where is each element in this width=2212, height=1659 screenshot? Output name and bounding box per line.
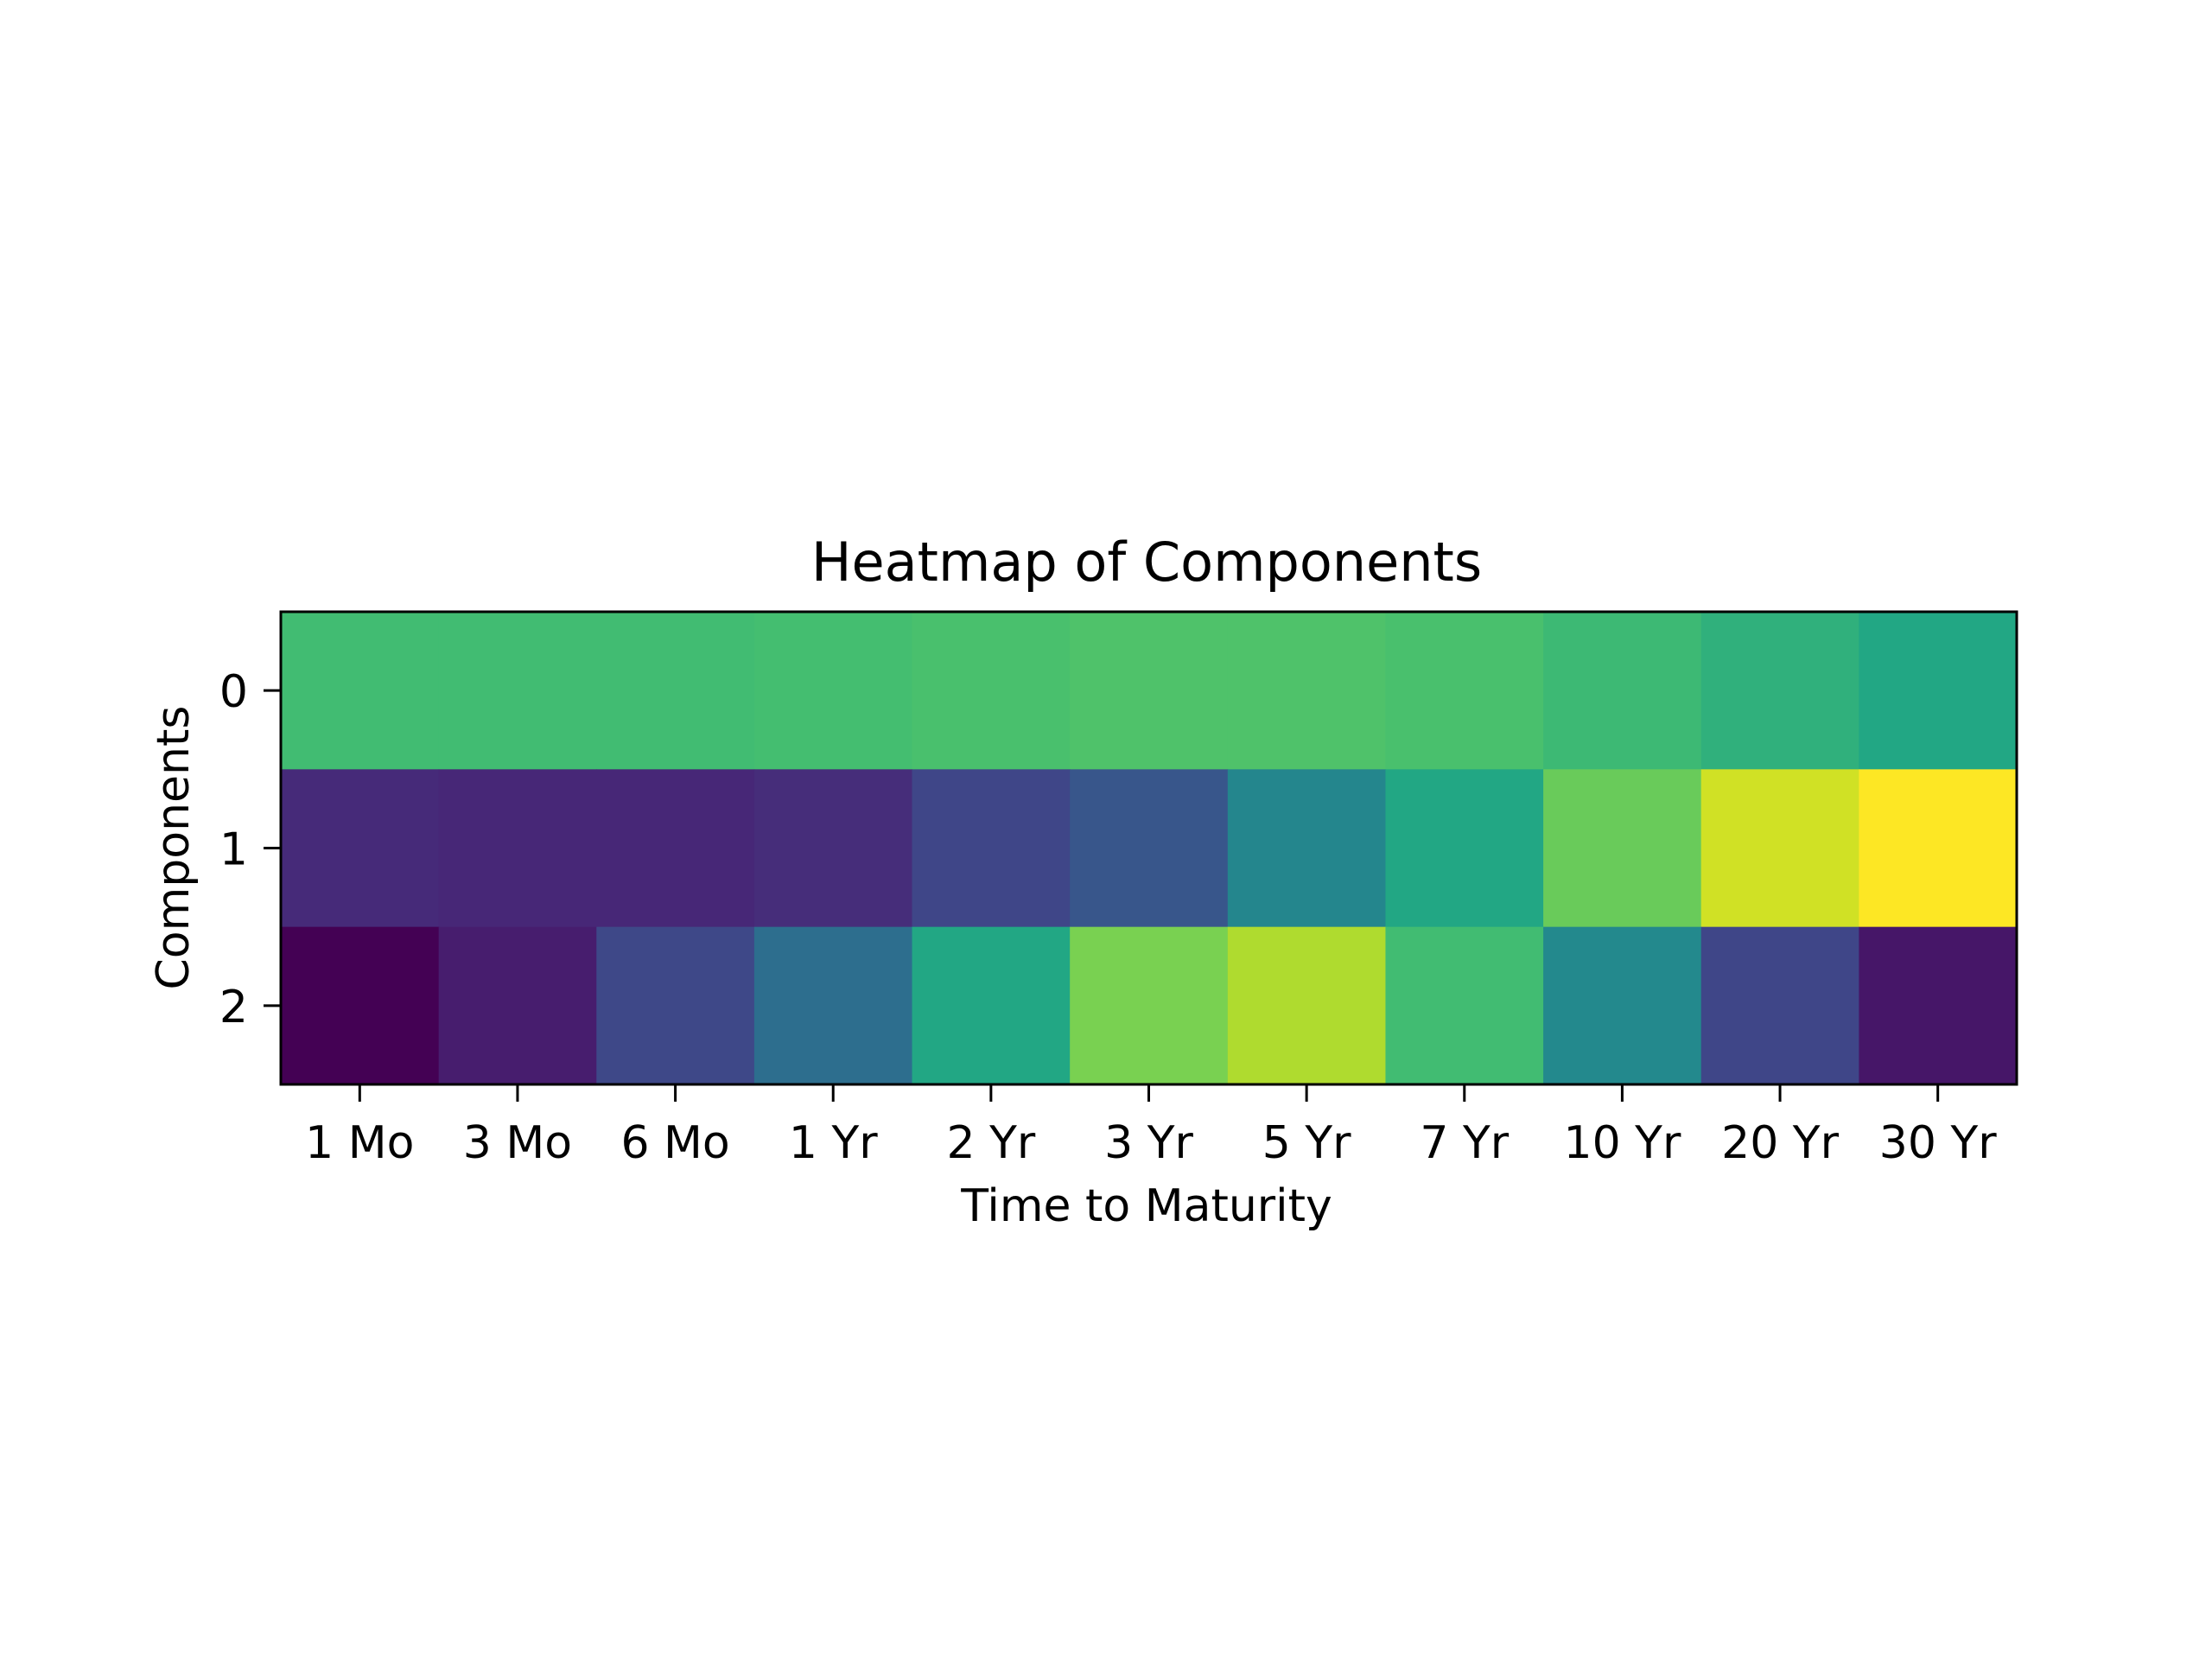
x-tick-label: 3 Yr [1104,1117,1193,1169]
heatmap-cells [281,612,2018,1085]
chart-title: Heatmap of Components [811,531,1482,594]
heatmap-cell [1385,612,1544,770]
heatmap-cell [1859,926,2018,1085]
heatmap-cell [1859,769,2018,928]
heatmap-cell [1070,769,1229,928]
x-tick-label: 30 Yr [1879,1117,1997,1169]
x-tick-label: 20 Yr [1721,1117,1839,1169]
heatmap-cell [438,612,597,770]
heatmap-cell [1227,612,1387,770]
heatmap-cell [753,769,913,928]
heatmap-cell [438,926,597,1085]
x-tick-label: 5 Yr [1262,1117,1351,1169]
x-tick-label: 7 Yr [1420,1117,1509,1169]
y-tick-label: 0 [219,666,248,718]
heatmap-cell [1859,612,2018,770]
heatmap-cell [1227,926,1387,1085]
heatmap-cell [912,926,1071,1085]
x-tick-label: 1 Mo [305,1117,414,1169]
y-axis-ticks: 0 1 2 [219,666,281,1033]
y-tick-label: 1 [219,824,248,876]
heatmap-cell [281,769,440,928]
x-axis-ticks: 1 Mo 3 Mo 6 Mo 1 Yr 2 Yr 3 Yr 5 Yr 7 Yr 10 Yr 20 … [305,1084,1997,1169]
heatmap-cell [1227,769,1387,928]
heatmap-cell [1385,769,1544,928]
x-tick-label: 1 Yr [789,1117,878,1169]
heatmap-cell [1543,926,1702,1085]
heatmap-cell [281,612,440,770]
x-tick-label: 2 Yr [946,1117,1035,1169]
x-tick-label: 10 Yr [1563,1117,1681,1169]
heatmap-cell [1543,612,1702,770]
heatmap-cell [1070,612,1229,770]
y-axis-label: Components [148,706,200,990]
heatmap-cell [1385,926,1544,1085]
heatmap-cell [281,926,440,1085]
heatmap-cell [438,769,597,928]
heatmap-cell [912,769,1071,928]
x-axis-label: Time to Maturity [960,1180,1332,1232]
heatmap-cell [596,926,755,1085]
heatmap-cell [596,769,755,928]
heatmap-cell [596,612,755,770]
heatmap-cell [753,612,913,770]
heatmap-cell [1700,769,1859,928]
heatmap-cell [1070,926,1229,1085]
heatmap-cell [1700,926,1859,1085]
heatmap-cell [912,612,1071,770]
heatmap-cell [753,926,913,1085]
heatmap-cell [1543,769,1702,928]
x-tick-label: 6 Mo [620,1117,729,1169]
y-tick-label: 2 [219,982,248,1033]
heatmap-cell [1700,612,1859,770]
x-tick-label: 3 Mo [463,1117,572,1169]
